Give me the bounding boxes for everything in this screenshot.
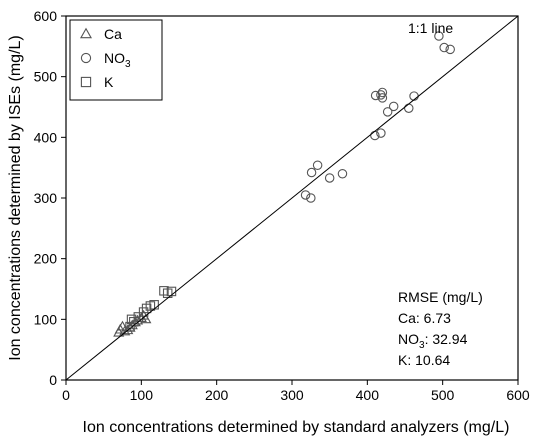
no-point — [434, 31, 444, 41]
y-tick-label: 500 — [34, 69, 58, 85]
legend-ca-label: Ca — [104, 26, 122, 42]
no-point — [306, 167, 317, 178]
x-tick-label: 100 — [130, 387, 154, 403]
k-point — [138, 307, 149, 317]
rmse-row-no: NO3: 32.94 — [398, 331, 468, 351]
x-tick-label: 600 — [506, 387, 530, 403]
no-point — [300, 190, 311, 200]
x-axis-title: Ion concentrations determined by standar… — [83, 419, 510, 436]
one-to-one-reference-line — [65, 15, 519, 381]
legend: Ca NO3 K — [69, 19, 163, 101]
x-tick-label: 0 — [62, 387, 70, 403]
rmse-annotation: RMSE (mg/L) Ca: 6.73 NO3: 32.94K: 10.64 — [398, 289, 483, 368]
legend-k-label: K — [104, 74, 114, 90]
legend-no-marker — [80, 52, 92, 64]
rmse-heading: RMSE (mg/L) — [398, 289, 483, 305]
y-tick-label: 400 — [34, 129, 58, 145]
ca-point — [140, 313, 152, 324]
y-tick-label: 600 — [34, 8, 58, 24]
y-tick-label: 100 — [34, 311, 58, 327]
legend-no-label: NO3 — [104, 50, 131, 70]
x-tick-label: 400 — [356, 387, 380, 403]
y-tick-label: 300 — [34, 190, 58, 206]
no-point — [324, 173, 335, 183]
reference-line-label: 1:1 line — [408, 20, 453, 36]
data-marks — [113, 31, 455, 337]
rmse-row-ca: Ca: 6.73 — [398, 310, 451, 326]
no-point — [445, 44, 455, 55]
no-point — [439, 42, 449, 53]
no-point — [404, 103, 414, 113]
legend-k-marker — [80, 76, 92, 88]
axis-ticks: 0 100 200 300 400 500 600 0 100 200 300 400 500 600 — [34, 8, 530, 403]
x-tick-label: 500 — [431, 387, 455, 403]
y-tick-label: 0 — [49, 372, 57, 388]
no-point — [377, 87, 388, 98]
legend-ca-marker — [79, 27, 93, 39]
rmse-row-k: K: 10.64 — [398, 352, 450, 368]
x-tick-label: 200 — [205, 387, 229, 403]
rmse-value: : 32.94 — [425, 331, 468, 347]
no-point — [377, 93, 388, 103]
no-point — [312, 160, 323, 170]
no-point — [382, 107, 393, 117]
no-point — [388, 101, 399, 112]
no-point — [306, 193, 316, 203]
y-axis-title: Ion concentrations determined by ISEs (m… — [7, 35, 24, 361]
no-point — [376, 128, 386, 138]
legend-subscript: 3 — [125, 59, 131, 70]
y-tick-label: 200 — [34, 251, 58, 267]
k-point — [133, 312, 144, 322]
x-tick-label: 300 — [280, 387, 304, 403]
k-point — [126, 314, 137, 325]
no-point — [337, 168, 348, 179]
rmse-subscript: 3 — [419, 340, 425, 351]
no-point — [409, 91, 419, 101]
